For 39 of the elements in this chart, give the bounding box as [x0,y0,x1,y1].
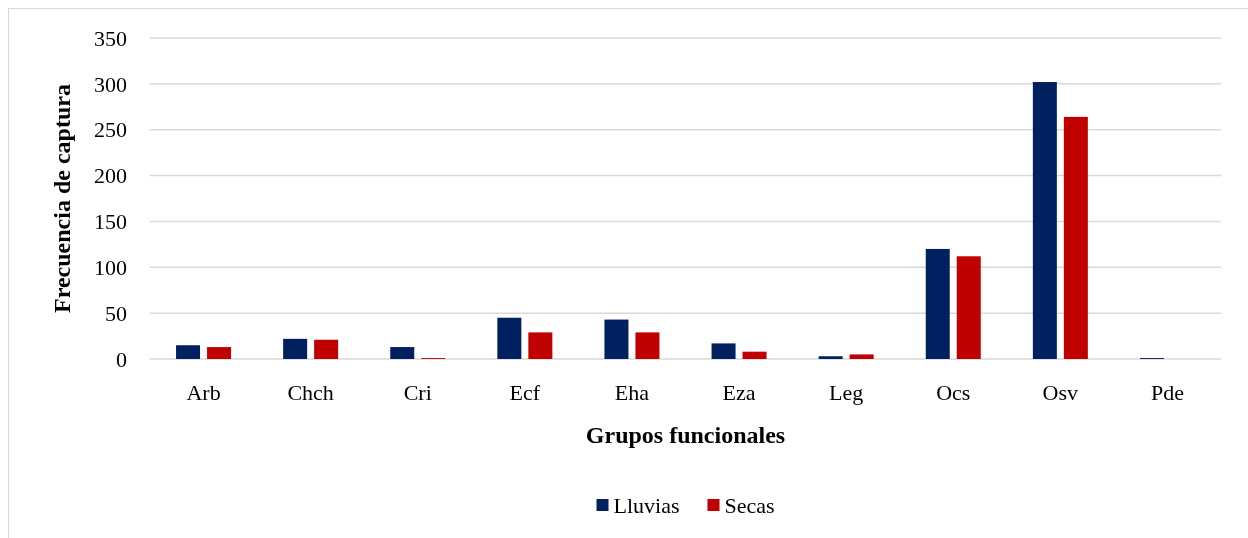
bar [497,317,522,359]
x-tick-label: Eha [614,380,650,405]
x-tick-label: Pde [1150,380,1184,405]
bar [314,339,339,359]
bar [925,248,950,359]
x-tick-label: Osv [1042,380,1079,405]
bar [1063,116,1088,359]
y-tick-label: 350 [94,25,127,51]
legend-label: Lluvias [613,493,680,518]
x-tick-label: Ecf [509,380,541,405]
x-tick-label: Eza [722,380,756,405]
bar [635,332,660,359]
legend-label: Secas [724,493,775,518]
x-axis-title: Grupos funcionales [585,422,786,448]
bar [390,347,415,359]
bar [528,332,553,359]
bar [956,256,981,359]
x-tick-label: Ocs [936,380,971,405]
y-axis-title: Frecuencia de captura [49,84,75,313]
x-tick-label: Leg [829,380,864,405]
bar [283,338,308,359]
bar [711,343,736,359]
bar [818,356,843,359]
y-tick-label: 50 [105,300,127,326]
x-tick-label: Chch [287,380,334,405]
bar [1032,82,1057,359]
bar [849,354,874,359]
y-tick-label: 0 [116,346,127,372]
bar [742,351,767,359]
x-tick-label: Arb [186,380,221,405]
y-tick-label: 100 [94,254,127,280]
y-tick-label: 250 [94,117,127,143]
bar [604,319,629,359]
bar [207,347,232,359]
bar [176,345,201,359]
y-tick-label: 200 [94,163,127,189]
y-tick-label: 300 [94,71,127,97]
y-tick-label: 150 [94,209,127,235]
x-tick-label: Cri [403,380,432,405]
